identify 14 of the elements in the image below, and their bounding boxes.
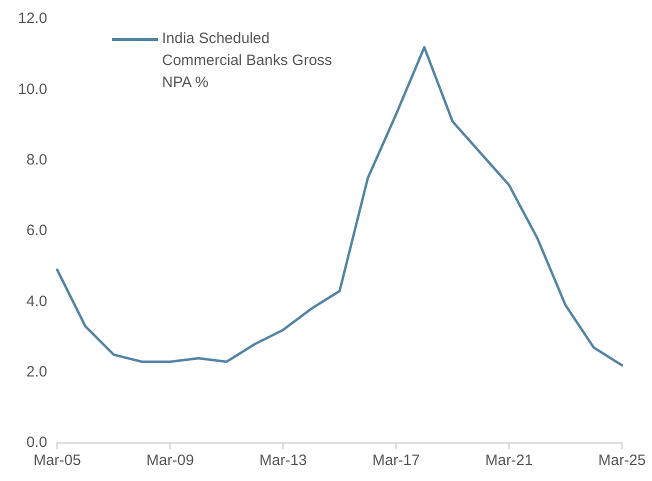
- y-tick-label: 6.0: [26, 222, 48, 240]
- y-tick-label: 8.0: [26, 151, 48, 168]
- x-tick-label: Mar-05: [33, 452, 81, 470]
- x-tick-label: Mar-17: [372, 452, 420, 470]
- y-tick-label: 4.0: [26, 292, 48, 310]
- x-tick-label: Mar-09: [146, 452, 194, 470]
- y-tick-label: 10.0: [18, 80, 48, 98]
- x-tick-label: Mar-25: [598, 452, 646, 470]
- x-tick-label: Mar-21: [485, 452, 533, 470]
- y-tick-label: 12.0: [18, 10, 48, 28]
- y-tick-label: 0.0: [26, 434, 48, 452]
- x-tick-label: Mar-13: [259, 452, 307, 470]
- y-tick-label: 2.0: [26, 363, 48, 380]
- legend-label: India Scheduled Commercial Banks Gross NPA %: [162, 29, 334, 93]
